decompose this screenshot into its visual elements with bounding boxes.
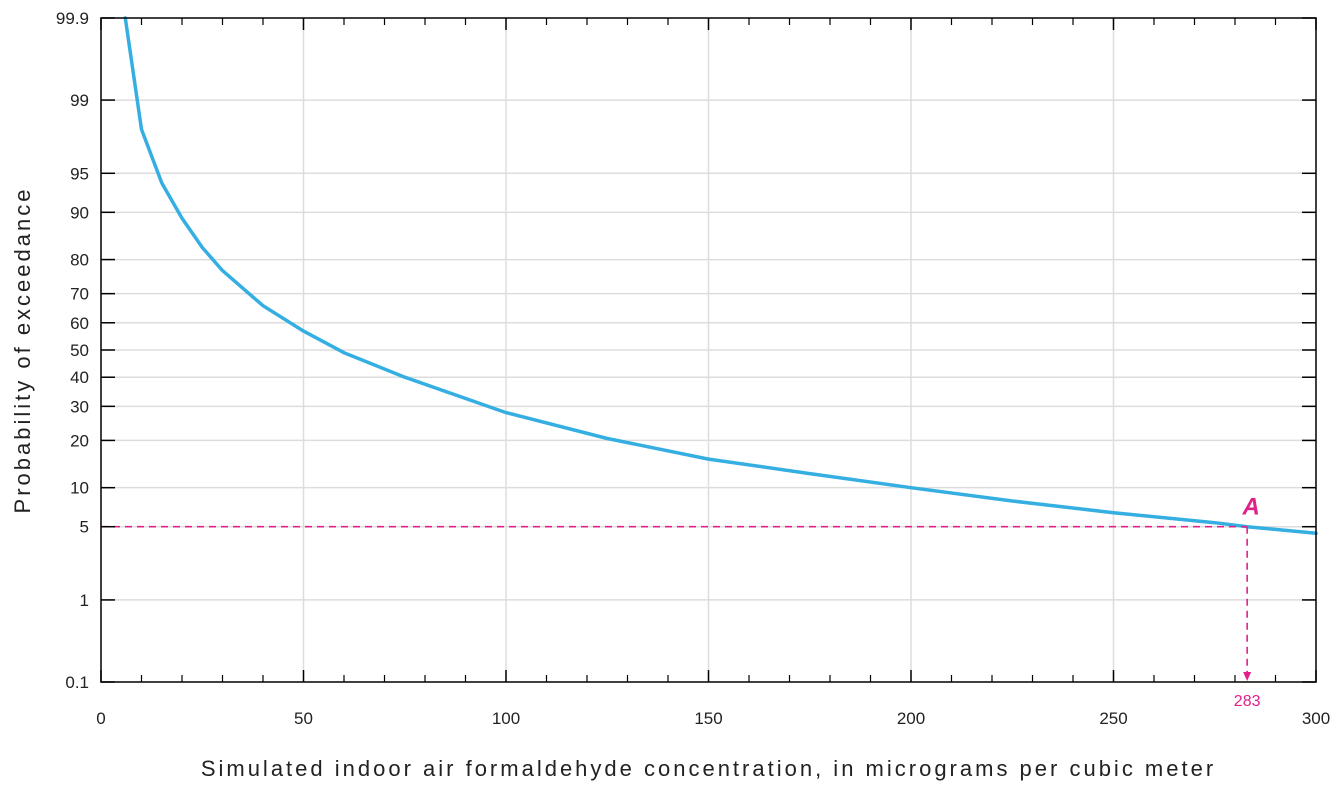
y-tick-label: 95	[70, 164, 89, 183]
y-tick-label: 20	[70, 431, 89, 450]
x-tick-label: 150	[694, 709, 722, 728]
arrow-head-icon	[1243, 672, 1252, 681]
x-value-label: 283	[1234, 693, 1261, 710]
y-tick-label: 60	[70, 314, 89, 333]
y-tick-label: 99.9	[56, 9, 89, 28]
x-tick-label: 300	[1302, 709, 1330, 728]
grid-lines	[101, 18, 1316, 682]
series-layer	[123, 16, 1318, 536]
y-tick-label: 80	[70, 251, 89, 270]
y-tick-label: 5	[80, 518, 89, 537]
x-tick-label: 250	[1099, 709, 1127, 728]
reference-lines	[101, 525, 1252, 681]
y-tick-label: 99	[70, 91, 89, 110]
y-tick-label: 40	[70, 368, 89, 387]
y-tick-label: 1	[80, 591, 89, 610]
axis-ticks	[100, 17, 1317, 683]
tick-labels: 0 50 100 150 200 250 300 0.1 1 5 10 20 30 40 50 60 70 80 9…	[56, 9, 1330, 728]
x-tick-label: 50	[294, 709, 313, 728]
y-tick-label: 30	[70, 397, 89, 416]
annotations: A 283	[1234, 494, 1261, 710]
y-tick-label: 70	[70, 285, 89, 304]
point-label: A	[1241, 494, 1259, 521]
y-tick-label: 0.1	[65, 673, 89, 692]
x-axis-title: Simulated indoor air formaldehyde concen…	[201, 756, 1216, 781]
y-tick-label: 10	[70, 479, 89, 498]
x-tick-label: 100	[492, 709, 520, 728]
y-tick-label: 50	[70, 341, 89, 360]
x-tick-label: 0	[96, 709, 105, 728]
exceedance-curve	[123, 16, 1318, 536]
y-axis-title: Probability of exceedance	[10, 187, 35, 514]
x-tick-label: 200	[897, 709, 925, 728]
y-tick-label: 90	[70, 203, 89, 222]
